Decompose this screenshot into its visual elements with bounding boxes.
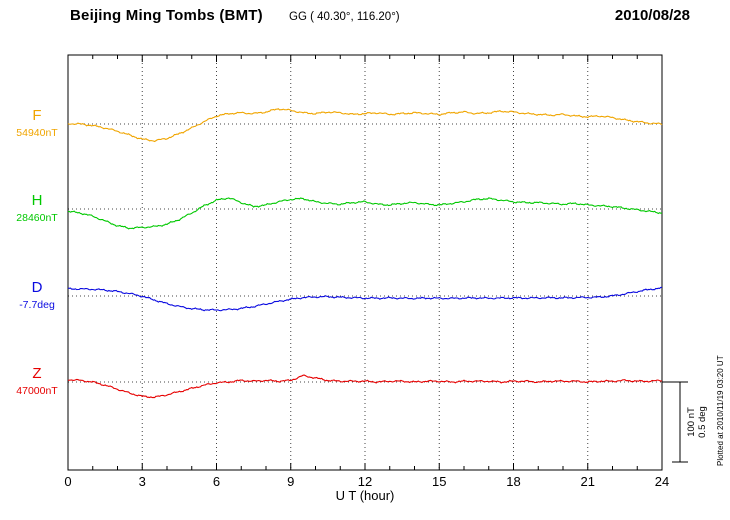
series-baseline-Z: 47000nT [16,385,58,397]
x-tick-label: 24 [655,474,669,489]
x-tick-label: 18 [506,474,520,489]
scalebar-deg-label: 0.5 deg [697,406,708,438]
trace-F [67,108,663,143]
x-tick-label: 15 [432,474,446,489]
station-coordinates: GG ( 40.30°, 116.20°) [289,11,400,23]
series-baseline-H: 28460nT [16,212,58,224]
x-tick-label: 3 [139,474,146,489]
series-baseline-F: 54940nT [16,127,58,139]
series-label-D: D [31,279,43,296]
x-tick-label: 9 [287,474,294,489]
x-tick-label: 21 [581,474,595,489]
trace-H [67,197,663,230]
x-axis-label: U T (hour) [335,488,395,503]
series-baseline-D: -7.7deg [19,299,55,311]
series-label-F: F [32,107,42,124]
x-tick-label: 12 [358,474,372,489]
scalebar-nt-label: 100 nT [686,407,697,437]
plotted-at-note: Plotted at 2010/11/19 03:20 UT [716,355,725,466]
x-tick-label: 0 [64,474,71,489]
trace-Z [67,374,663,399]
station-title: Beijing Ming Tombs (BMT) [70,7,263,24]
x-tick-label: 6 [213,474,220,489]
trace-D [67,286,663,312]
series-label-H: H [31,192,43,209]
plot-date: 2010/08/28 [614,7,690,24]
series-label-Z: Z [32,365,42,382]
